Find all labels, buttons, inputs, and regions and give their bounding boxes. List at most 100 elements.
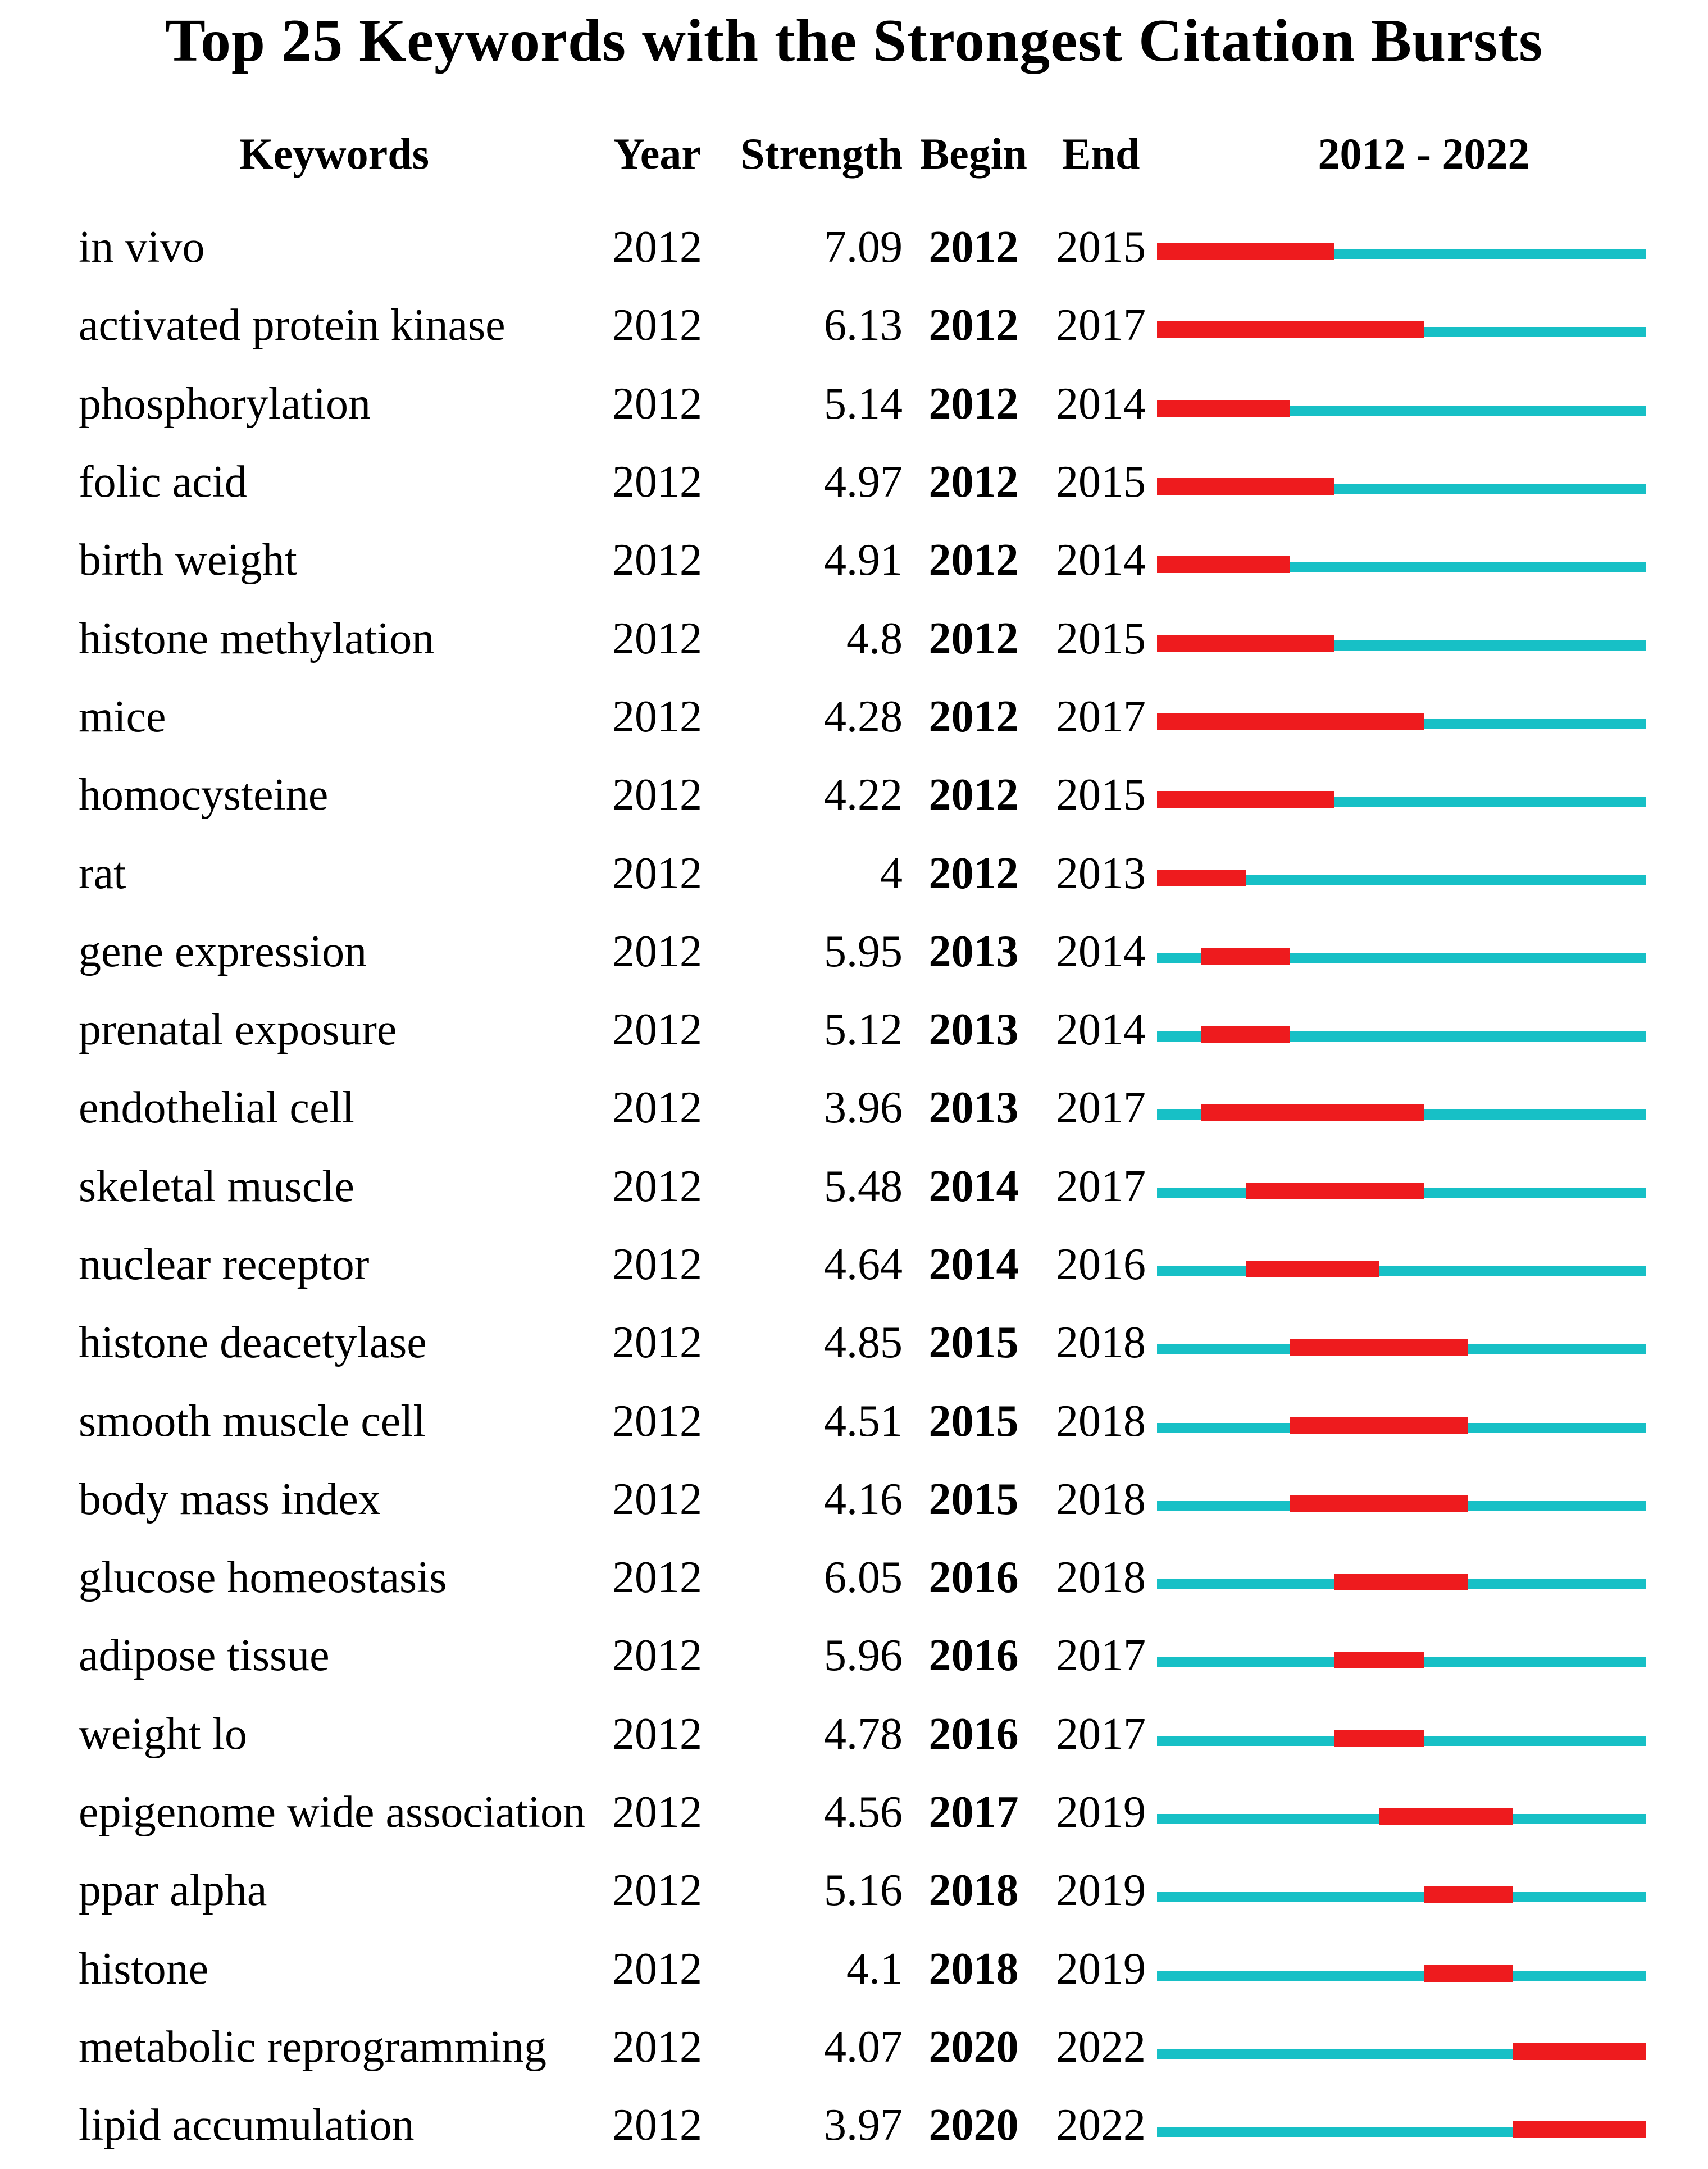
timeline-track <box>1157 875 1646 885</box>
burst-segment <box>1157 869 1246 886</box>
keyword-label: smooth muscle cell <box>79 1396 426 1446</box>
burst-row: gene expression 2012 5.95 2013 2014 <box>0 912 1708 990</box>
end-year-value: 2015 <box>1056 457 1146 507</box>
burst-segment <box>1290 1495 1468 1512</box>
strength-value: 6.05 <box>824 1553 903 1603</box>
burst-segment <box>1157 243 1335 261</box>
year-value: 2012 <box>612 1709 702 1759</box>
keyword-label: in vivo <box>79 222 205 272</box>
year-value: 2012 <box>612 692 702 742</box>
strength-value: 4.07 <box>824 2022 903 2072</box>
end-year-value: 2017 <box>1056 1083 1146 1133</box>
strength-value: 4.28 <box>824 692 903 742</box>
begin-year-value: 2012 <box>928 457 1019 507</box>
end-year-value: 2018 <box>1056 1318 1146 1368</box>
burst-row: body mass index 2012 4.16 2015 2018 <box>0 1460 1708 1538</box>
begin-year-value: 2015 <box>928 1318 1019 1368</box>
strength-value: 5.16 <box>824 1866 903 1916</box>
end-year-value: 2016 <box>1056 1239 1146 1289</box>
burst-segment <box>1334 1652 1424 1669</box>
keyword-label: weight lo <box>79 1709 247 1759</box>
keyword-label: prenatal exposure <box>79 1005 397 1055</box>
begin-year-value: 2012 <box>928 301 1019 351</box>
strength-value: 4.85 <box>824 1318 903 1368</box>
end-year-value: 2017 <box>1056 692 1146 742</box>
keyword-label: folic acid <box>79 457 247 507</box>
strength-value: 4.16 <box>824 1474 903 1524</box>
burst-row: epigenome wide association 2012 4.56 201… <box>0 1773 1708 1851</box>
year-value: 2012 <box>612 1161 702 1211</box>
end-year-value: 2014 <box>1056 1005 1146 1055</box>
burst-row: in vivo 2012 7.09 2012 2015 <box>0 208 1708 286</box>
burst-row: activated protein kinase 2012 6.13 2012 … <box>0 287 1708 365</box>
begin-year-value: 2014 <box>928 1239 1019 1289</box>
year-value: 2012 <box>612 2022 702 2072</box>
strength-value: 5.12 <box>824 1005 903 1055</box>
timeline-track <box>1157 1266 1646 1276</box>
burst-row: folic acid 2012 4.97 2012 2015 <box>0 443 1708 521</box>
burst-row: prenatal exposure 2012 5.12 2013 2014 <box>0 990 1708 1068</box>
keyword-label: gene expression <box>79 926 367 976</box>
keyword-label: skeletal muscle <box>79 1161 354 1211</box>
burst-row: homocysteine 2012 4.22 2012 2015 <box>0 756 1708 834</box>
burst-row: rat 2012 4 2012 2013 <box>0 834 1708 912</box>
strength-value: 4.51 <box>824 1396 903 1446</box>
end-year-value: 2018 <box>1056 1553 1146 1603</box>
begin-year-value: 2013 <box>928 1005 1019 1055</box>
keyword-label: body mass index <box>79 1474 381 1524</box>
column-header-row: Keywords Year Strength Begin End 2012 - … <box>0 129 1708 179</box>
begin-year-value: 2012 <box>928 770 1019 820</box>
strength-value: 4.78 <box>824 1709 903 1759</box>
keyword-label: activated protein kinase <box>79 301 505 351</box>
burst-row: lipid accumulation 2012 3.97 2020 2022 <box>0 2086 1708 2165</box>
burst-segment <box>1157 712 1424 730</box>
begin-year-value: 2013 <box>928 926 1019 976</box>
keyword-label: homocysteine <box>79 770 329 820</box>
end-year-value: 2017 <box>1056 301 1146 351</box>
year-value: 2012 <box>612 379 702 429</box>
year-value: 2012 <box>612 1474 702 1524</box>
burst-rows: in vivo 2012 7.09 2012 2015 activated pr… <box>0 208 1708 2164</box>
end-year-value: 2015 <box>1056 770 1146 820</box>
burst-row: skeletal muscle 2012 5.48 2014 2017 <box>0 1147 1708 1225</box>
year-value: 2012 <box>612 1631 702 1681</box>
year-value: 2012 <box>612 770 702 820</box>
end-year-value: 2014 <box>1056 926 1146 976</box>
burst-row: smooth muscle cell 2012 4.51 2015 2018 <box>0 1382 1708 1460</box>
strength-value: 4.8 <box>846 613 903 663</box>
strength-value: 4.64 <box>824 1239 903 1289</box>
burst-row: glucose homeostasis 2012 6.05 2016 2018 <box>0 1539 1708 1617</box>
begin-year-value: 2012 <box>928 692 1019 742</box>
begin-year-value: 2015 <box>928 1474 1019 1524</box>
strength-value: 4.56 <box>824 1788 903 1838</box>
header-begin: Begin <box>920 129 1027 178</box>
strength-value: 3.96 <box>824 1083 903 1133</box>
burst-row: histone deacetylase 2012 4.85 2015 2018 <box>0 1304 1708 1382</box>
begin-year-value: 2012 <box>928 379 1019 429</box>
end-year-value: 2019 <box>1056 1866 1146 1916</box>
begin-year-value: 2012 <box>928 535 1019 585</box>
keyword-label: metabolic reprogramming <box>79 2022 547 2072</box>
year-value: 2012 <box>612 2100 702 2150</box>
burst-segment <box>1334 1574 1468 1591</box>
begin-year-value: 2012 <box>928 613 1019 663</box>
year-value: 2012 <box>612 926 702 976</box>
burst-segment <box>1290 1417 1468 1434</box>
keyword-label: phosphorylation <box>79 379 371 429</box>
burst-row: ppar alpha 2012 5.16 2018 2019 <box>0 1852 1708 1930</box>
burst-segment <box>1157 478 1335 495</box>
burst-segment <box>1423 1886 1513 1904</box>
burst-segment <box>1423 1965 1513 1982</box>
year-value: 2012 <box>612 1553 702 1603</box>
burst-segment <box>1290 1339 1468 1356</box>
keyword-label: birth weight <box>79 535 297 585</box>
strength-value: 7.09 <box>824 222 903 272</box>
begin-year-value: 2016 <box>928 1709 1019 1759</box>
burst-row: histone 2012 4.1 2018 2019 <box>0 1930 1708 2008</box>
end-year-value: 2015 <box>1056 613 1146 663</box>
keyword-label: histone methylation <box>79 613 435 663</box>
year-value: 2012 <box>612 301 702 351</box>
begin-year-value: 2015 <box>928 1396 1019 1446</box>
burst-row: mice 2012 4.28 2012 2017 <box>0 677 1708 756</box>
